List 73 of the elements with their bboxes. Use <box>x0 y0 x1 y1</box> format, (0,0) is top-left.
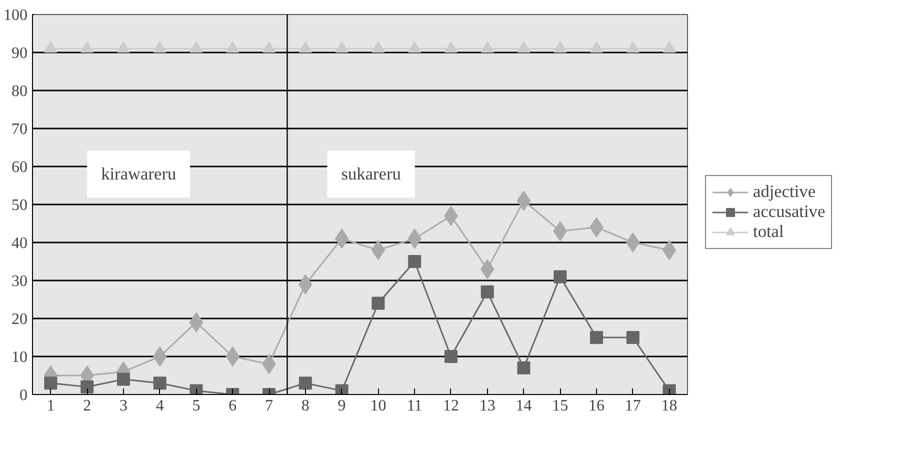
x-tick-label: 10 <box>370 398 386 414</box>
y-tick-label: 70 <box>12 121 28 138</box>
y-tick-label: 60 <box>12 159 28 176</box>
point <box>554 270 567 284</box>
point <box>153 41 166 53</box>
point <box>517 41 530 53</box>
y-tick-label: 0 <box>20 387 28 404</box>
x-tick-label: 14 <box>516 398 532 414</box>
point <box>335 41 348 53</box>
annotation: sukareru <box>341 164 402 184</box>
x-tick-label: 18 <box>661 398 678 414</box>
y-tick-label: 10 <box>12 349 28 366</box>
y-tick-label: 30 <box>12 273 28 290</box>
x-tick-label: 6 <box>228 398 237 414</box>
point <box>626 331 640 344</box>
y-tick-label: 100 <box>4 7 28 24</box>
point <box>153 346 167 366</box>
point <box>554 41 567 53</box>
x-tick-label: 12 <box>442 398 459 414</box>
y-tick-label: 80 <box>12 83 28 100</box>
x-tick-label: 11 <box>406 398 422 414</box>
x-tick-label: 5 <box>192 398 200 414</box>
point <box>372 296 385 310</box>
point <box>444 41 458 53</box>
annotation: kirawareru <box>101 164 176 184</box>
point <box>408 255 422 268</box>
point <box>80 41 94 53</box>
point <box>408 41 422 53</box>
x-tick-label: 4 <box>156 398 164 414</box>
point <box>226 41 240 53</box>
legend-label: adjective <box>753 182 816 202</box>
point <box>44 41 58 53</box>
point <box>590 41 604 53</box>
x-tick-label: 8 <box>301 398 310 414</box>
point <box>190 41 203 53</box>
x-tick-label: 16 <box>588 398 605 414</box>
point <box>517 361 530 374</box>
point <box>480 41 494 53</box>
legend-label: total <box>753 222 784 242</box>
x-tick-label: 7 <box>265 398 274 414</box>
x-tick-label: 13 <box>479 398 496 414</box>
x-tick-label: 9 <box>338 398 346 414</box>
point <box>372 41 385 53</box>
point <box>116 372 130 386</box>
point <box>626 41 640 53</box>
point <box>44 376 58 390</box>
point <box>662 240 676 260</box>
point <box>153 376 166 390</box>
x-tick-label: 1 <box>46 398 55 414</box>
y-tick-label: 90 <box>12 45 28 62</box>
point <box>516 190 531 211</box>
x-tick-label: 2 <box>83 398 92 414</box>
y-tick-label: 20 <box>12 311 28 328</box>
point <box>371 240 386 260</box>
point <box>226 346 240 366</box>
point <box>334 228 349 249</box>
point <box>590 331 604 344</box>
y-tick-label: 40 <box>12 235 28 252</box>
point <box>444 350 458 363</box>
point <box>116 41 130 53</box>
point <box>189 312 204 332</box>
point <box>80 380 94 394</box>
point <box>298 41 312 53</box>
legend-label: accusative <box>753 202 826 222</box>
x-tick-label: 3 <box>119 398 128 414</box>
point <box>626 232 640 252</box>
point <box>662 41 676 53</box>
point <box>262 41 276 53</box>
x-tick-label: 15 <box>552 398 568 414</box>
point <box>298 376 312 390</box>
y-tick-label: 50 <box>12 197 28 214</box>
point <box>480 285 494 298</box>
x-tick-label: 17 <box>624 398 641 414</box>
